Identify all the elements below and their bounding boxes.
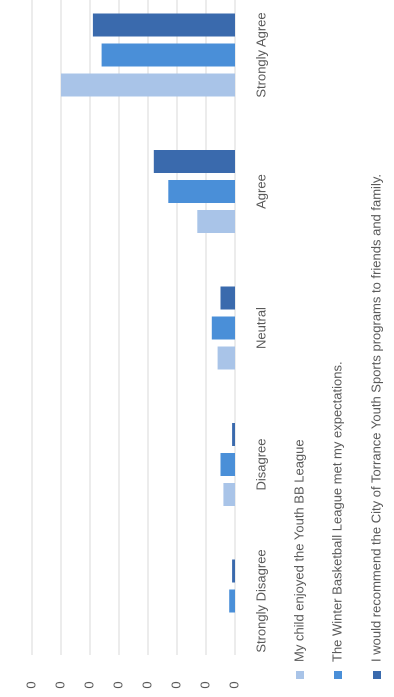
y-tick-label: 0	[139, 681, 154, 688]
bar	[232, 559, 235, 583]
bar	[229, 589, 235, 613]
x-tick-label: Strongly Disagree	[253, 549, 268, 652]
y-tick-label: 0	[23, 681, 38, 688]
bar	[197, 210, 235, 233]
x-tick-label: Disagree	[253, 438, 268, 490]
legend-swatch	[296, 671, 304, 679]
y-tick-label: 0	[197, 681, 212, 688]
legend-label: The Winter Basketball League met my expe…	[329, 361, 344, 662]
y-tick-label: 0	[52, 681, 67, 688]
y-tick-label: 0	[81, 681, 96, 688]
y-tick-label: 0	[226, 681, 241, 688]
legend-label: I would recommend the City of Torrance Y…	[368, 174, 383, 662]
x-tick-label: Agree	[253, 174, 268, 209]
bar	[153, 150, 235, 173]
x-tick-label: Strongly Agree	[253, 12, 268, 97]
x-tick-label: Neutral	[253, 307, 268, 349]
bar	[61, 73, 235, 97]
bar	[220, 286, 235, 310]
legend-swatch	[373, 671, 381, 679]
bar	[223, 483, 235, 506]
bar	[217, 346, 235, 370]
bar	[92, 13, 236, 37]
bar	[101, 43, 235, 67]
legend-swatch	[334, 671, 342, 679]
bar	[232, 423, 235, 446]
bar	[168, 180, 235, 203]
y-tick-label: 0	[110, 681, 125, 688]
y-tick-label: 0	[168, 681, 183, 688]
legend-label: My child enjoyed the Youth BB League	[291, 439, 306, 662]
bar	[220, 453, 235, 476]
bar	[211, 316, 235, 340]
